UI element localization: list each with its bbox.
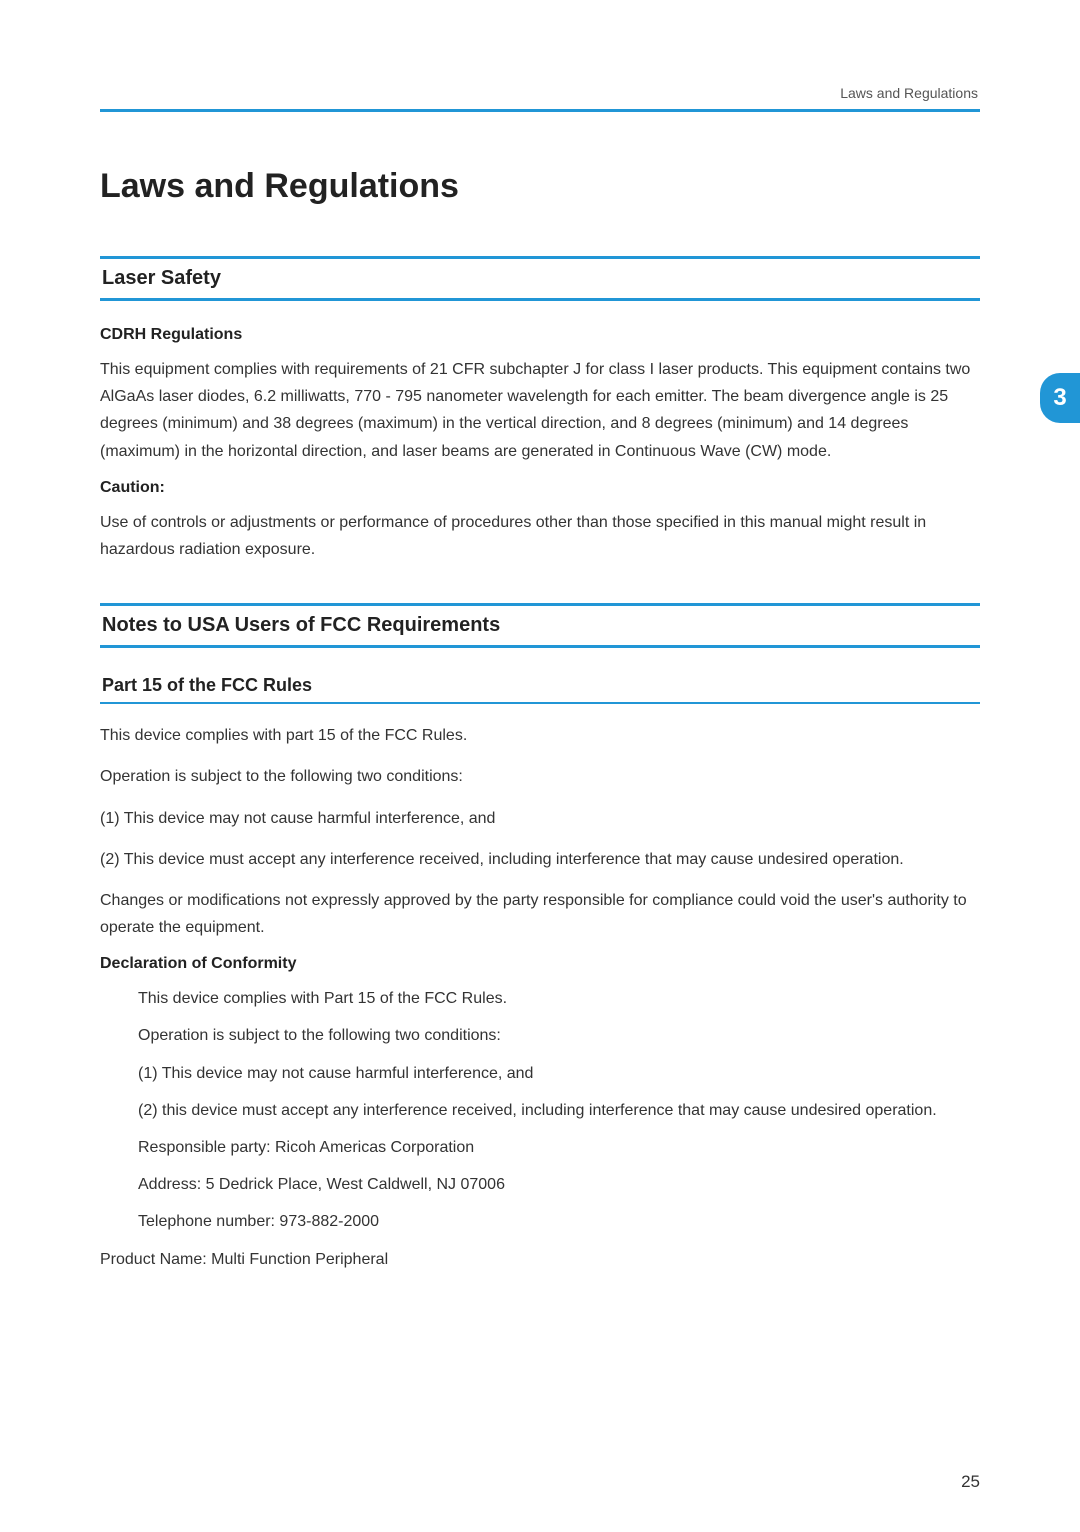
caution-text: Use of controls or adjustments or perfor…: [100, 509, 980, 563]
section-laser-safety-heading: Laser Safety: [100, 256, 980, 301]
fcc-para-2: Operation is subject to the following tw…: [100, 763, 980, 790]
decl-line-3: (1) This device may not cause harmful in…: [138, 1060, 980, 1087]
fcc-para-1: This device complies with part 15 of the…: [100, 722, 980, 749]
page-content: Laws and Regulations Laws and Regulation…: [0, 0, 1080, 1273]
decl-line-1: This device complies with Part 15 of the…: [138, 985, 980, 1012]
decl-line-6: Address: 5 Dedrick Place, West Caldwell,…: [138, 1171, 980, 1198]
fcc-para-3: (1) This device may not cause harmful in…: [100, 805, 980, 832]
decl-line-5: Responsible party: Ricoh Americas Corpor…: [138, 1134, 980, 1161]
decl-line-2: Operation is subject to the following tw…: [138, 1022, 980, 1049]
cdrh-text: This equipment complies with requirement…: [100, 356, 980, 465]
fcc-para-5: Changes or modifications not expressly a…: [100, 887, 980, 941]
section-fcc-heading: Notes to USA Users of FCC Requirements: [100, 603, 980, 648]
chapter-tab: 3: [1040, 373, 1080, 423]
decl-line-7: Telephone number: 973-882-2000: [138, 1208, 980, 1235]
declaration-block: This device complies with Part 15 of the…: [100, 985, 980, 1235]
chapter-tab-number: 3: [1053, 384, 1066, 412]
header-rule: [100, 109, 980, 112]
caution-heading: Caution:: [100, 479, 980, 497]
fcc-para-4: (2) This device must accept any interfer…: [100, 846, 980, 873]
cdrh-subheading: CDRH Regulations: [100, 326, 980, 344]
part15-heading: Part 15 of the FCC Rules: [100, 673, 980, 704]
decl-line-4: (2) this device must accept any interfer…: [138, 1097, 980, 1124]
running-head: Laws and Regulations: [100, 85, 980, 101]
product-name-line: Product Name: Multi Function Peripheral: [100, 1246, 980, 1273]
chapter-title: Laws and Regulations: [100, 167, 980, 206]
declaration-heading: Declaration of Conformity: [100, 955, 980, 973]
page-number: 25: [961, 1472, 980, 1492]
